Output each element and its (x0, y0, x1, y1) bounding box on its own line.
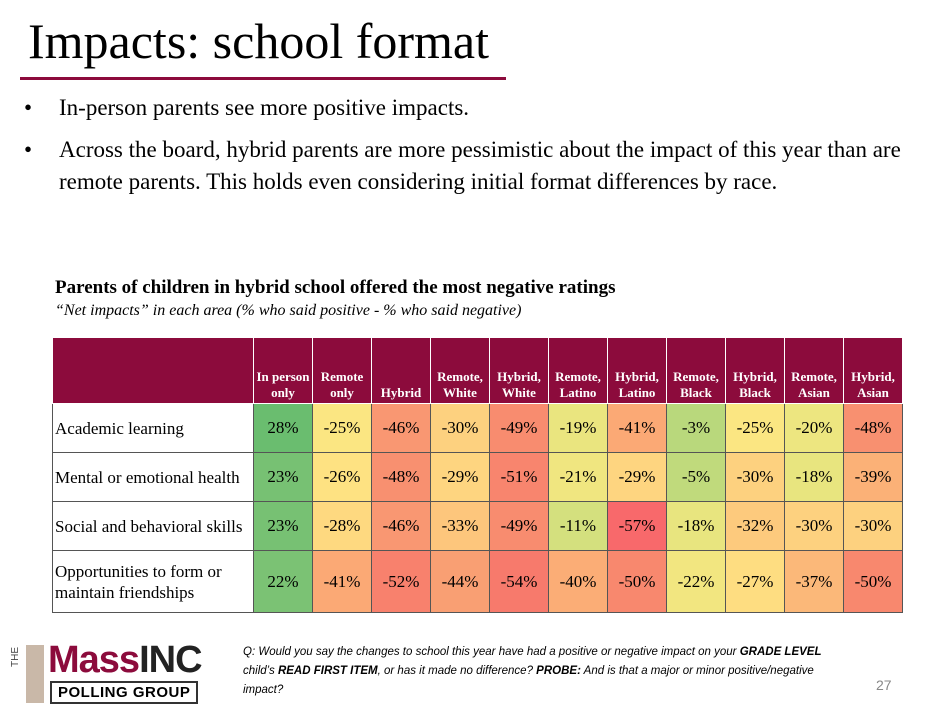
column-header: In person only (253, 337, 313, 404)
table-cell: -57% (607, 501, 667, 551)
column-header: Remote, White (430, 337, 490, 404)
question-part: GRADE LEVEL (739, 646, 822, 658)
table-cell: -41% (607, 403, 667, 453)
table-cell: -28% (312, 501, 372, 551)
bullet: In-person parents see more positive impa… (22, 92, 902, 124)
table-cell: 22% (253, 550, 313, 613)
table-cell: -30% (843, 501, 903, 551)
row-label: Social and behavioral skills (52, 501, 254, 551)
page-number: 27 (876, 677, 892, 693)
table-cell: -54% (489, 550, 549, 613)
table-cell: -44% (430, 550, 490, 613)
column-header: Remote, Asian (784, 337, 844, 404)
table-row: Academic learning 28% -25% -46% -30% -49% -19%… (52, 403, 903, 453)
question-part: PROBE: (536, 665, 581, 677)
table-cell: -52% (371, 550, 431, 613)
table-cell: -46% (371, 501, 431, 551)
question-part: child’s (243, 665, 278, 677)
table-title: Parents of children in hybrid school off… (55, 277, 616, 298)
table-row: Social and behavioral skills 23% -28% -46% -… (52, 501, 903, 551)
table-cell: -39% (843, 452, 903, 502)
table-cell: -48% (843, 403, 903, 453)
logo-the: THE (10, 647, 21, 667)
table-cell: -37% (784, 550, 844, 613)
bullet: Across the board, hybrid parents are mor… (22, 134, 902, 198)
question-part: Q: Would you say the changes to school t… (243, 646, 740, 658)
table-cell: -50% (843, 550, 903, 613)
table-cell: -48% (371, 452, 431, 502)
table-cell: -32% (725, 501, 785, 551)
row-label: Mental or emotional health (52, 452, 254, 502)
logo-bar (26, 645, 44, 703)
column-header: Hybrid, Asian (843, 337, 903, 404)
table-cell: 23% (253, 501, 313, 551)
table-cell: -30% (430, 403, 490, 453)
table-cell: -46% (371, 403, 431, 453)
table-cell: -19% (548, 403, 608, 453)
logo-wordmark: MassINC (48, 639, 203, 682)
column-header: Hybrid (371, 337, 431, 404)
table-cell: -18% (666, 501, 726, 551)
logo-tagline: POLLING GROUP (50, 681, 199, 704)
table-cell: -33% (430, 501, 490, 551)
question-part: , or has it made no difference? (377, 665, 537, 677)
question-part: READ FIRST ITEM (277, 665, 378, 677)
table-cell: -50% (607, 550, 667, 613)
logo-inc: INC (139, 639, 202, 681)
table-cell: -22% (666, 550, 726, 613)
table-cell: 28% (253, 403, 313, 453)
table-cell: -26% (312, 452, 372, 502)
logo: THE MassINC POLLING GROUP (10, 639, 230, 707)
column-header: Hybrid, White (489, 337, 549, 404)
table-cell: -21% (548, 452, 608, 502)
table-cell: -29% (430, 452, 490, 502)
header-row: In person only Remote only Hybrid Remote, W… (52, 337, 903, 404)
question-part: And is that a major or minor positive/ne… (243, 665, 814, 696)
column-header: Remote, Black (666, 337, 726, 404)
table-cell: -51% (489, 452, 549, 502)
question-text: Q: Would you say the changes to school t… (243, 643, 833, 700)
table-cell: -29% (607, 452, 667, 502)
table-cell: -30% (725, 452, 785, 502)
table-subtitle: “Net impacts” in each area (% who said p… (55, 302, 522, 319)
table-cell: -20% (784, 403, 844, 453)
table-cell: -11% (548, 501, 608, 551)
slide-title: Impacts: school format (28, 13, 489, 69)
column-header: Hybrid, Latino (607, 337, 667, 404)
table-cell: -25% (725, 403, 785, 453)
table-cell: -18% (784, 452, 844, 502)
table-cell: -27% (725, 550, 785, 613)
table-cell: -41% (312, 550, 372, 613)
row-label: Academic learning (52, 403, 254, 453)
title-rule (20, 77, 506, 80)
row-label: Opportunities to form or maintain friend… (52, 550, 254, 613)
table-cell: 23% (253, 452, 313, 502)
header-corner (52, 337, 254, 404)
table-row: Opportunities to form or maintain friend… (52, 550, 903, 613)
table-cell: -3% (666, 403, 726, 453)
table-cell: -30% (784, 501, 844, 551)
table-row: Mental or emotional health 23% -26% -48% -29… (52, 452, 903, 502)
table-cell: -25% (312, 403, 372, 453)
logo-mass: Mass (48, 639, 140, 681)
bullet-list: In-person parents see more positive impa… (22, 92, 902, 208)
table-cell: -40% (548, 550, 608, 613)
table-cell: -49% (489, 403, 549, 453)
table-cell: -49% (489, 501, 549, 551)
column-header: Hybrid, Black (725, 337, 785, 404)
impact-table: In person only Remote only Hybrid Remote, W… (52, 337, 903, 613)
column-header: Remote, Latino (548, 337, 608, 404)
table-cell: -5% (666, 452, 726, 502)
column-header: Remote only (312, 337, 372, 404)
